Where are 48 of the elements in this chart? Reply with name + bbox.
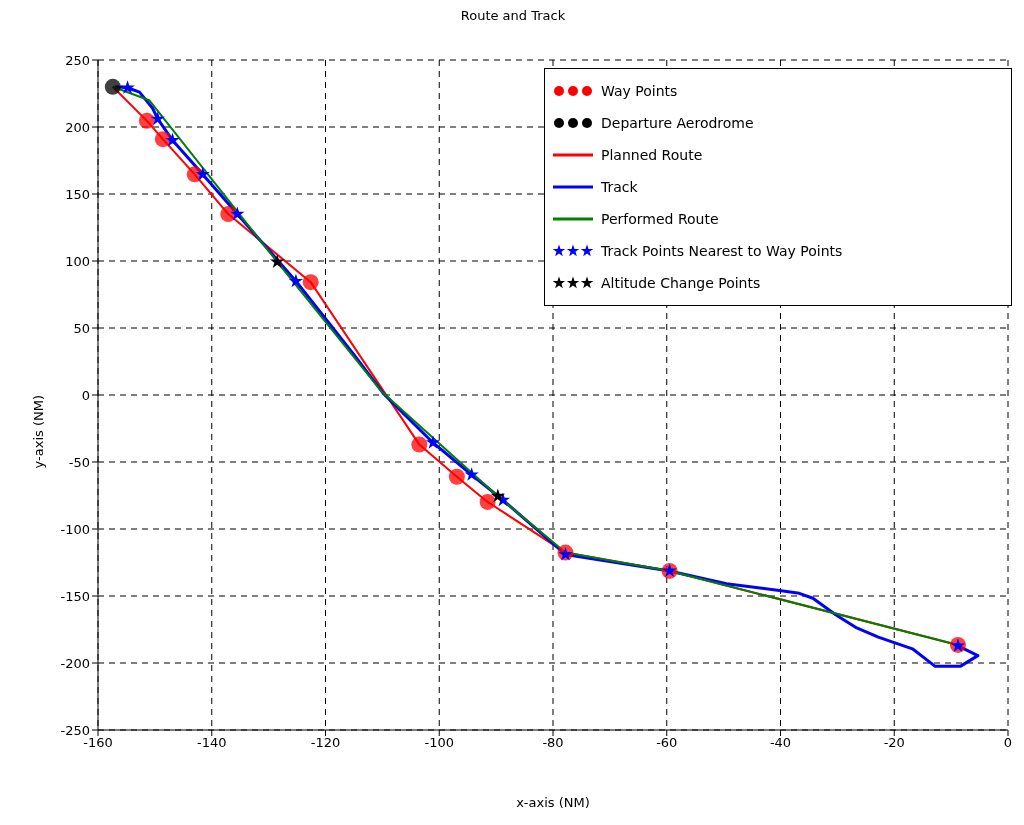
y-tick-label: 250 — [65, 52, 90, 68]
x-tick-label: -160 — [83, 735, 113, 751]
point — [165, 132, 180, 147]
legend-label: Departure Aerodrome — [601, 114, 754, 133]
legend-label: Track Points Nearest to Way Points — [601, 242, 843, 261]
y-axis-title: y-axis (NM) — [30, 395, 46, 469]
x-tick-label: -120 — [310, 735, 341, 751]
x-tick-label: 0 — [1003, 735, 1013, 751]
point — [154, 131, 171, 148]
point — [490, 488, 506, 503]
point — [425, 435, 441, 449]
y-tick-label: 200 — [65, 119, 90, 135]
x-tick-label: -60 — [656, 735, 678, 751]
y-tick-label: -150 — [60, 588, 90, 604]
point — [195, 166, 210, 181]
x-axis-title: x-axis (NM) — [516, 795, 590, 811]
point — [104, 78, 121, 95]
point — [288, 273, 304, 288]
point — [230, 206, 245, 221]
y-tick-label: 50 — [73, 320, 90, 336]
y-tick-label: -250 — [60, 722, 90, 738]
chart-title: Route and Track — [459, 8, 567, 25]
point — [448, 468, 465, 485]
point — [464, 467, 479, 481]
point — [269, 254, 285, 268]
y-tick-label: 150 — [65, 186, 90, 202]
point — [479, 493, 496, 510]
point — [302, 274, 319, 291]
legend-label: Altitude Change Points — [601, 274, 761, 293]
point — [138, 112, 155, 129]
x-tick-label: -80 — [542, 735, 564, 751]
x-tick-label: -20 — [883, 735, 905, 751]
x-tick-label: -100 — [424, 735, 455, 751]
y-tick-label: -100 — [60, 521, 90, 537]
point — [150, 111, 165, 126]
point — [120, 80, 135, 94]
legend-label: Way Points — [601, 82, 678, 101]
y-tick-label: 100 — [65, 253, 90, 269]
point — [220, 206, 237, 223]
x-tick-label: -40 — [769, 735, 792, 751]
y-tick-label: -200 — [60, 655, 90, 671]
x-tick-label: -140 — [196, 735, 227, 751]
y-tick-label: -50 — [68, 454, 90, 470]
legend-label: Track — [601, 178, 638, 197]
legend-label: Performed Route — [601, 210, 719, 229]
legend-label: Planned Route — [601, 146, 703, 165]
point — [411, 436, 428, 453]
y-tick-label: 0 — [81, 387, 90, 403]
